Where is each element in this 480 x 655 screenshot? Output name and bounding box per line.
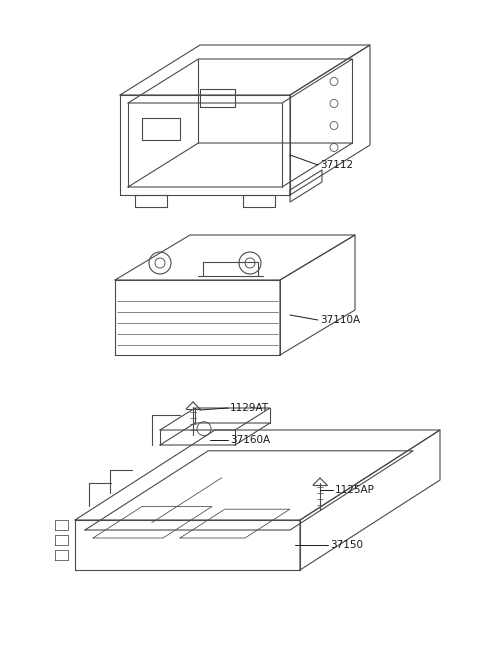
Text: 37112: 37112 (320, 160, 353, 170)
Text: 1129AT: 1129AT (230, 403, 269, 413)
Text: 37110A: 37110A (320, 315, 360, 325)
Text: 37160A: 37160A (230, 435, 270, 445)
Text: 37150: 37150 (330, 540, 363, 550)
Text: 1125AP: 1125AP (335, 485, 375, 495)
